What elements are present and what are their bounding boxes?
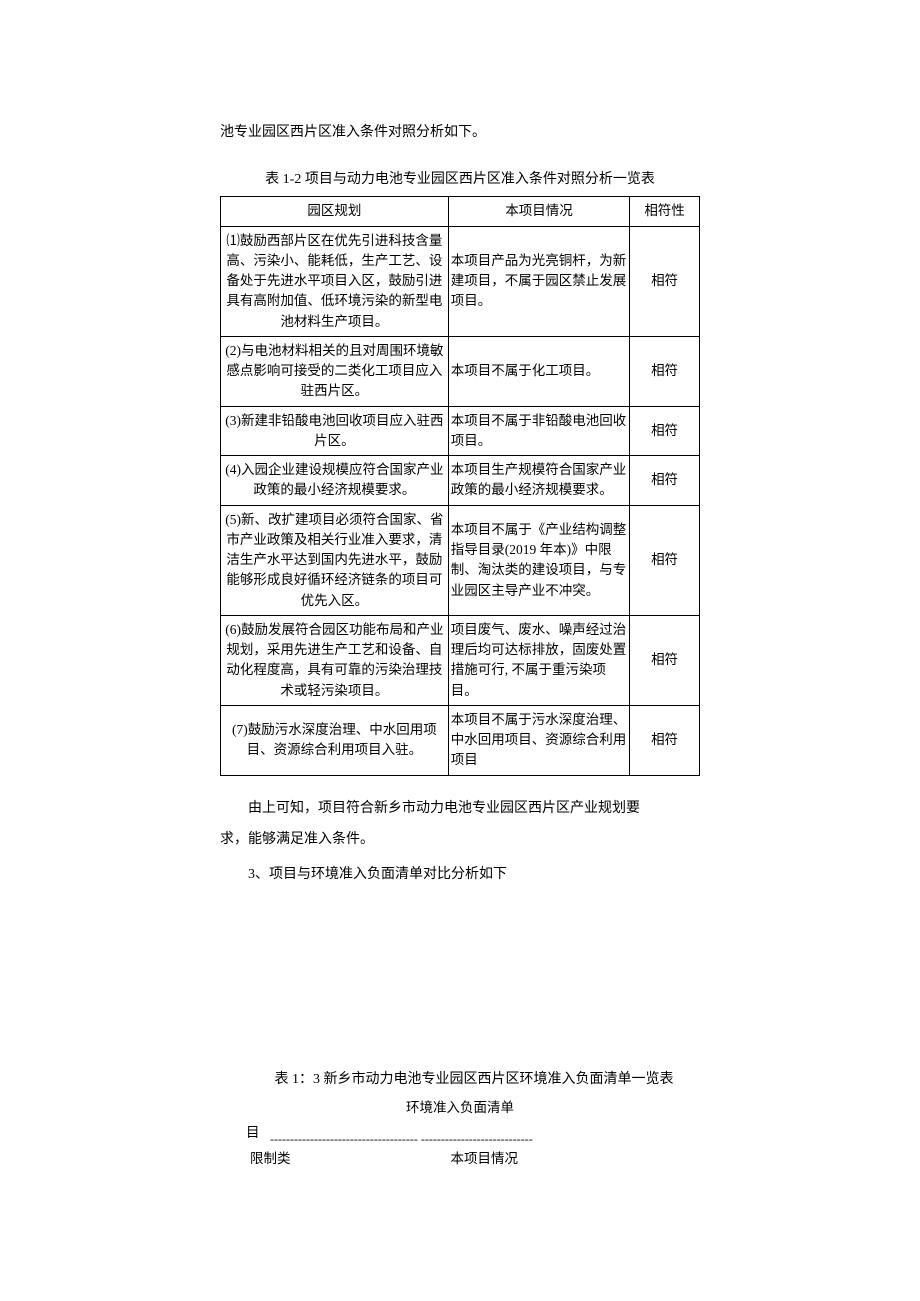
table1-header-row: 园区规划 本项目情况 相符性 [221, 197, 700, 226]
cell-fit: 相符 [630, 456, 700, 506]
intro-line: 池专业园区西片区准入条件对照分析如下。 [220, 120, 700, 145]
cell-plan: (7)鼓励污水深度治理、中水回用项目、资源综合利用项目入驻。 [221, 705, 449, 775]
conclusion-line1: 由上可知，项目符合新乡市动力电池专业园区西片区产业规划要 [220, 796, 700, 821]
table2-block: 表 1：3 新乡市动力电池专业园区西片区环境准入负面清单一览表 环境准入负面清单… [220, 1067, 700, 1171]
cell-fit: 相符 [630, 406, 700, 456]
table2-proj-label: 本项目情况 [451, 1147, 519, 1171]
table1: 园区规划 本项目情况 相符性 ⑴鼓励西部片区在优先引进科技含量高、污染小、能耗低… [220, 196, 700, 775]
point3-line: 3、项目与环境准入负面清单对比分析如下 [220, 862, 700, 887]
table1-header-fit: 相符性 [630, 197, 700, 226]
cell-fit: 相符 [630, 705, 700, 775]
cell-plan: (5)新、改扩建项目必须符合国家、省市产业政策及相关行业准入要求，清洁生产水平达… [221, 505, 449, 615]
table-row: (5)新、改扩建项目必须符合国家、省市产业政策及相关行业准入要求，清洁生产水平达… [221, 505, 700, 615]
table-row: ⑴鼓励西部片区在优先引进科技含量高、污染小、能耗低，生产工艺、设备处于先进水平项… [221, 226, 700, 336]
table-row: (4)入园企业建设规模应符合国家产业政策的最小经济规模要求。 本项目生产规模符合… [221, 456, 700, 506]
table-row: (7)鼓励污水深度治理、中水回用项目、资源综合利用项目入驻。 本项目不属于污水深… [221, 705, 700, 775]
table2-caption: 表 1：3 新乡市动力电池专业园区西片区环境准入负面清单一览表 [220, 1067, 700, 1092]
cell-project: 本项目不属于非铅酸电池回收项目。 [448, 406, 629, 456]
conclusion-line2: 求，能够满足准入条件。 [220, 827, 700, 852]
table2-mu: 目 [246, 1121, 260, 1145]
cell-plan: (4)入园企业建设规模应符合国家产业政策的最小经济规模要求。 [221, 456, 449, 506]
cell-plan: ⑴鼓励西部片区在优先引进科技含量高、污染小、能耗低，生产工艺、设备处于先进水平项… [221, 226, 449, 336]
table2-neg-title: 环境准入负面清单 [220, 1096, 700, 1120]
table2-restrict-label: 限制类 [250, 1147, 291, 1171]
table1-header-plan: 园区规划 [221, 197, 449, 226]
cell-plan: (3)新建非铅酸电池回收项目应入驻西片区。 [221, 406, 449, 456]
table2-dash-row: 目 ------------------------------------- … [250, 1123, 670, 1141]
cell-project: 本项目不属于化工项目。 [448, 336, 629, 406]
cell-project: 本项目产品为光亮铜杆，为新建项目，不属于园区禁止发展项目。 [448, 226, 629, 336]
table1-caption: 表 1-2 项目与动力电池专业园区西片区准入条件对照分析一览表 [220, 167, 700, 192]
table-row: (2)与电池材料相关的且对周围环境敏感点影响可接受的二类化工项目应入驻西片区。 … [221, 336, 700, 406]
table2-dashes: ------------------------------------- --… [270, 1129, 670, 1151]
cell-project: 本项目生产规模符合国家产业政策的最小经济规模要求。 [448, 456, 629, 506]
cell-project: 项目废气、废水、噪声经过治理后均可达标排放，固废处置措施可行, 不属于重污染项目… [448, 615, 629, 705]
cell-fit: 相符 [630, 226, 700, 336]
table2-bottom-labels: 限制类 本项目情况 [250, 1147, 670, 1171]
cell-plan: (2)与电池材料相关的且对周围环境敏感点影响可接受的二类化工项目应入驻西片区。 [221, 336, 449, 406]
cell-fit: 相符 [630, 336, 700, 406]
cell-fit: 相符 [630, 505, 700, 615]
cell-plan: (6)鼓励发展符合园区功能布局和产业规划，采用先进生产工艺和设备、自动化程度高，… [221, 615, 449, 705]
cell-project: 本项目不属于污水深度治理、中水回用项目、资源综合利用项目 [448, 705, 629, 775]
table-row: (3)新建非铅酸电池回收项目应入驻西片区。 本项目不属于非铅酸电池回收项目。 相… [221, 406, 700, 456]
table1-header-project: 本项目情况 [448, 197, 629, 226]
cell-fit: 相符 [630, 615, 700, 705]
cell-project: 本项目不属于《产业结构调整指导目录(2019 年本)》中限制、淘汰类的建设项目，… [448, 505, 629, 615]
table-row: (6)鼓励发展符合园区功能布局和产业规划，采用先进生产工艺和设备、自动化程度高，… [221, 615, 700, 705]
